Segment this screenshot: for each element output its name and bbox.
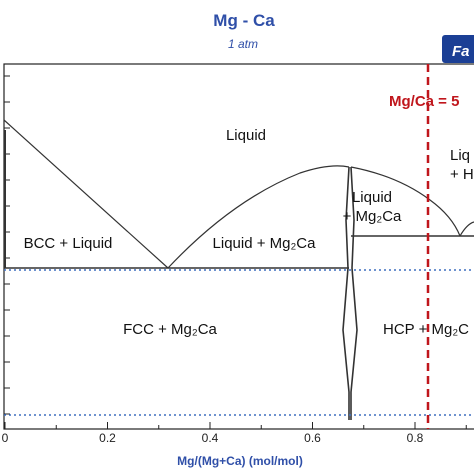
region-label-line: FCC + Mg₂Ca — [123, 321, 217, 338]
mg-ca-ratio-marker-label: Mg/Ca = 5 — [389, 93, 459, 110]
x-tick-label: 0 — [2, 431, 9, 445]
region-label-line: Liq — [450, 147, 470, 164]
liquidus-hcp-line — [459, 221, 474, 237]
region-label-liquid: Liquid — [226, 127, 266, 144]
composition-marker: Mg/Ca = 5 — [389, 64, 459, 429]
x-tick-label: 0.2 — [99, 431, 116, 445]
mg2ca-right-boundary — [350, 166, 358, 420]
region-label-line: HCP + Mg₂C — [383, 321, 469, 338]
logo-text: Fa — [452, 43, 470, 60]
region-label-line: Liquid + Mg₂Ca — [213, 235, 317, 252]
region-label-fcc-mg2ca: FCC + Mg₂Ca — [123, 321, 217, 338]
x-axis-label: Mg/(Mg+Ca) (mol/mol) — [177, 454, 303, 468]
region-label-liquid-mg2ca-left: Liquid + Mg₂Ca — [213, 235, 317, 252]
region-label-liquid-mg2ca-right: Liquid + Mg₂Ca — [343, 189, 402, 225]
x-tick-label: 0.4 — [202, 431, 219, 445]
phase-boundaries — [3, 119, 474, 420]
x-tick-label: 0.6 — [304, 431, 321, 445]
region-label-hcp-mg2ca: HCP + Mg₂C — [383, 321, 469, 338]
x-tick-label: 0.8 — [407, 431, 424, 445]
x-axis-ticks — [4, 422, 467, 429]
region-label-line: + H — [450, 166, 474, 183]
logo-badge — [442, 35, 474, 63]
y-axis-ticks — [4, 75, 10, 415]
chart-title: Mg - Ca — [213, 11, 275, 30]
liquidus-mg2ca-right-line — [350, 166, 461, 237]
chart-subtitle: 1 atm — [228, 37, 258, 51]
region-label-line: BCC + Liquid — [24, 235, 113, 252]
region-label-line: + Mg₂Ca — [343, 208, 402, 225]
liquidus-mg2ca-left-line — [167, 165, 350, 269]
region-label-line: Liquid — [352, 189, 392, 206]
region-label-liquid-hcp: Liq + H — [450, 147, 474, 183]
liquidus-bcc-line — [3, 119, 169, 269]
region-label-line: Liquid — [226, 127, 266, 144]
region-label-bcc-liquid: BCC + Liquid — [24, 235, 113, 252]
x-axis-tick-labels: 0 0.2 0.4 0.6 0.8 — [2, 431, 424, 445]
mg2ca-left-boundary — [342, 166, 350, 420]
logo: Fa — [442, 35, 474, 63]
